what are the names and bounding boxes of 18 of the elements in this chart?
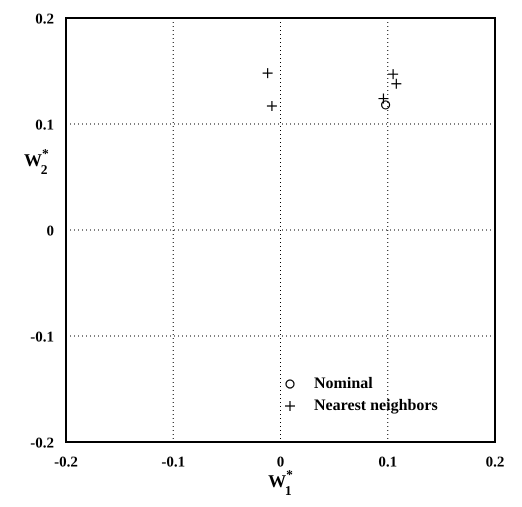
x-tick-label: 0	[276, 454, 284, 471]
point	[262, 68, 274, 79]
y-tick-label: 0.1	[35, 117, 54, 134]
x-tick-label: 0.1	[378, 454, 398, 471]
y-tick-label: -0.2	[30, 435, 54, 452]
point	[378, 92, 390, 104]
point	[390, 78, 402, 90]
x-tick-label: -0.1	[161, 454, 186, 471]
point	[266, 100, 278, 112]
y-tick-label: 0	[46, 223, 54, 240]
x-tick-label: -0.2	[54, 454, 78, 471]
point	[388, 68, 399, 80]
y-tick-label: -0.1	[30, 329, 54, 346]
x-tick-label: 0.2	[486, 454, 504, 471]
point	[381, 100, 390, 110]
legend-label: Nearest neighbors	[314, 397, 438, 415]
y-tick-label: 0.2	[35, 11, 54, 28]
legend-label: Nominal	[314, 375, 373, 393]
